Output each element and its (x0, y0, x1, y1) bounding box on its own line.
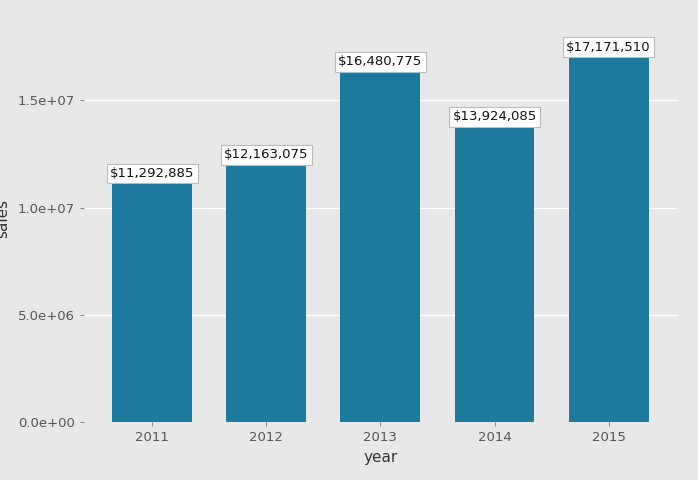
Text: $11,292,885: $11,292,885 (110, 167, 195, 180)
X-axis label: year: year (363, 450, 398, 465)
Text: $17,171,510: $17,171,510 (566, 41, 651, 54)
Y-axis label: sales: sales (0, 199, 10, 238)
Bar (569, 54, 648, 422)
Bar (226, 161, 306, 422)
Bar (454, 123, 535, 422)
Text: $12,163,075: $12,163,075 (224, 148, 309, 161)
Text: $13,924,085: $13,924,085 (452, 110, 537, 123)
Text: $16,480,775: $16,480,775 (339, 56, 422, 69)
Bar (341, 69, 420, 422)
Bar (112, 180, 192, 422)
